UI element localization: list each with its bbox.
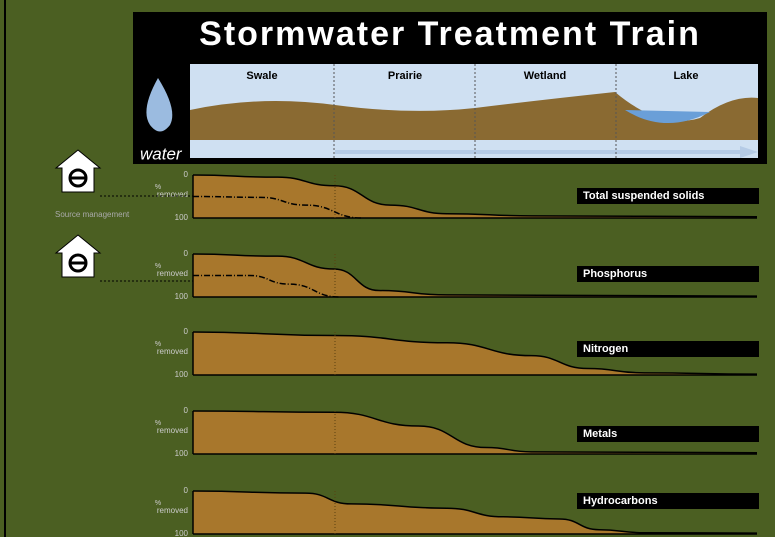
source-label: Source management (55, 210, 130, 219)
axis-label: removed (157, 347, 188, 356)
diagram: Stormwater Treatment Train water Swale Pr… (0, 0, 775, 537)
axis-label: removed (157, 506, 188, 515)
stage-label: Prairie (388, 70, 422, 82)
axis-bottom: 100 (175, 529, 189, 537)
axis-bottom: 100 (175, 292, 189, 301)
axis-top: 0 (184, 327, 189, 336)
panel-label: Hydrocarbons (583, 495, 658, 507)
arrow-shaft (335, 150, 745, 154)
axis-top: 0 (184, 406, 189, 415)
panel-label: Phosphorus (583, 268, 647, 280)
panel-label: Metals (583, 428, 617, 440)
axis-label: removed (157, 426, 188, 435)
axis-label: removed (157, 190, 188, 199)
water-label: water (140, 144, 183, 163)
axis-label: removed (157, 269, 188, 278)
panel-label: Total suspended solids (583, 190, 704, 202)
axis-bottom: 100 (175, 449, 189, 458)
stage-label: Swale (246, 70, 277, 82)
panel-label: Nitrogen (583, 343, 629, 355)
axis-top: 0 (184, 249, 189, 258)
stage-label: Lake (673, 70, 698, 82)
axis-top: 0 (184, 486, 189, 495)
axis-bottom: 100 (175, 370, 189, 379)
axis-top: 0 (184, 170, 189, 179)
axis-bottom: 100 (175, 213, 189, 222)
stage-label: Wetland (524, 70, 567, 82)
title: Stormwater Treatment Train (199, 15, 701, 53)
